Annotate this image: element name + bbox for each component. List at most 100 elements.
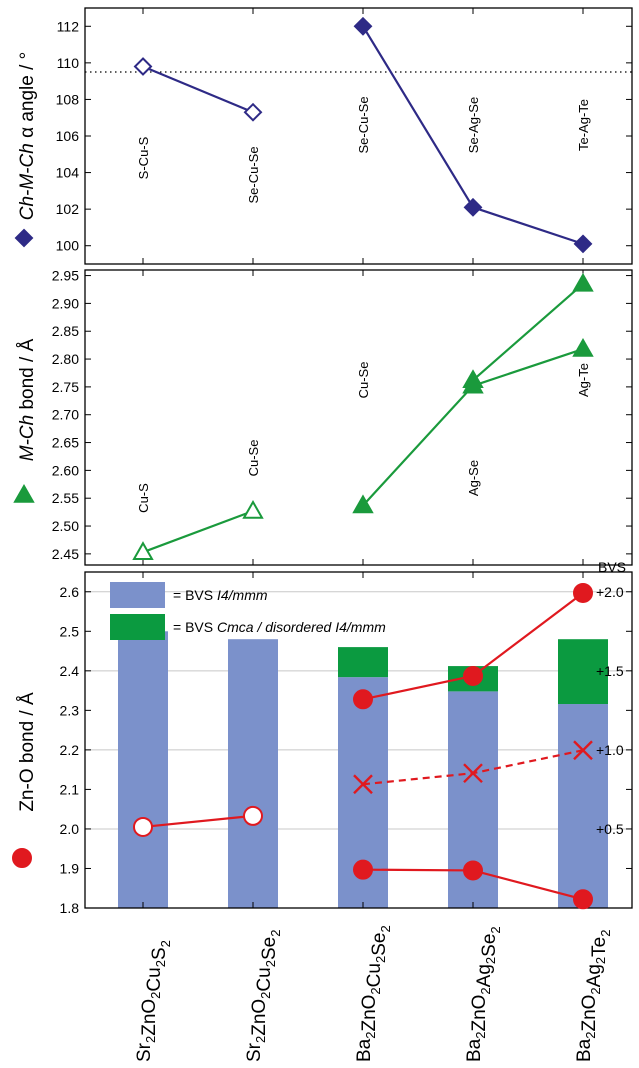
angle-ytick-label: 102 <box>56 201 80 217</box>
mch-ytick-label: 2.80 <box>52 351 79 367</box>
category-text: ZnO <box>469 995 490 1032</box>
zno-ytick-label: 2.2 <box>60 742 80 758</box>
angle-point-label: S-Cu-S <box>136 136 151 179</box>
legend-label: = BVS I4/mmm <box>173 587 268 603</box>
category-text: Se <box>259 937 280 960</box>
angle-ytick-label: 104 <box>56 165 80 181</box>
angle-axis-label: Ch-M-Ch α angle / ° <box>17 52 38 221</box>
circle-marker <box>463 860 483 881</box>
category-subscript: 2 <box>583 1032 598 1039</box>
category-text: Ba <box>354 1038 375 1062</box>
category-subscript: 2 <box>473 1032 488 1039</box>
category-text: ZnO <box>249 999 270 1036</box>
diamond-marker <box>573 234 593 254</box>
bvs-bar-i4mmm <box>228 639 278 908</box>
circle-marker <box>463 665 483 686</box>
zno-series-0-line <box>142 814 254 829</box>
category-subscript: 2 <box>268 930 283 937</box>
cross-marker <box>353 774 373 795</box>
legend-label-italic: I4/mmm <box>217 587 268 603</box>
mch-ytick-label: 2.50 <box>52 518 79 534</box>
zno-ytick-label: 1.8 <box>60 900 80 916</box>
bvs-bar-cmca <box>338 647 388 678</box>
mch-axis-label: M-Ch bond / Å <box>17 338 38 461</box>
mch-point-label: Cu-S <box>136 483 151 513</box>
category-label: Sr2ZnO2Cu2Se2 <box>244 930 283 1062</box>
category-text: Se <box>479 934 500 957</box>
circle-marker <box>12 848 32 868</box>
bvs-tick-label: +1.0 <box>596 742 624 758</box>
triangle-marker <box>572 272 594 292</box>
mch-series-0-line <box>142 509 254 554</box>
category-text: ZnO <box>359 995 380 1032</box>
cross-marker <box>573 740 593 761</box>
bvs-tick-label: +2.0 <box>596 584 624 600</box>
category-subscript: 2 <box>588 987 603 994</box>
zno-ytick-label: 2.1 <box>60 781 80 797</box>
circle-marker <box>353 859 373 880</box>
zno-ytick-label: 1.9 <box>60 860 80 876</box>
angle-ytick-label: 110 <box>57 55 80 71</box>
circle-marker <box>243 805 263 826</box>
zno-axis-label: Zn-O bond / Å <box>17 692 38 812</box>
mch-ytick-label: 2.60 <box>52 462 79 478</box>
circle-marker <box>573 582 593 603</box>
category-text: Sr <box>244 1042 265 1062</box>
bvs-tick-label: +0.5 <box>596 821 624 837</box>
axis-label-rest: angle / ° <box>17 52 38 127</box>
category-text: Ag <box>584 964 605 987</box>
angle-ytick-label: 106 <box>56 128 80 144</box>
bvs-axis-title: BVS <box>598 559 626 575</box>
mch-ytick-label: 2.90 <box>52 295 79 311</box>
zno-ytick-label: 2.6 <box>60 584 80 600</box>
triangle-marker <box>462 369 484 388</box>
category-subscript: 2 <box>368 987 383 994</box>
mch-frame <box>84 269 633 566</box>
category-text: ZnO <box>579 995 600 1032</box>
legend-swatch <box>110 582 165 608</box>
circle-marker <box>353 689 373 710</box>
zno-ytick-label: 2.3 <box>60 702 80 718</box>
category-text: Se <box>369 933 390 956</box>
diamond-marker <box>353 16 373 36</box>
triangle-marker <box>352 494 374 514</box>
diamond-marker <box>14 228 34 248</box>
category-subscript: 2 <box>593 957 608 964</box>
axis-label-rest: bond / Å <box>17 338 38 414</box>
category-text: Ag <box>474 964 495 987</box>
panel-zn-o-bond: 1.8 1.9 2.0 2.1 2.2 2.3 2.4 2.5 2.6 BVS +0.5 +1.0 +1… <box>12 559 633 916</box>
category-subscript: 2 <box>148 992 163 999</box>
angle-point-label: Se-Cu-Se <box>246 146 261 203</box>
zno-frame <box>84 571 633 909</box>
category-subscript: 2 <box>158 940 173 947</box>
bvs-tick-label: +1.5 <box>596 663 624 679</box>
legend-swatch <box>110 614 165 640</box>
category-subscript: 2 <box>258 992 273 999</box>
axis-label-italic: M-Ch <box>17 415 38 461</box>
triangle-marker <box>13 483 35 503</box>
angle-ytick-label: 108 <box>56 91 80 107</box>
category-text: Ba <box>574 1038 595 1062</box>
legend-label-prefix: = BVS <box>173 587 217 603</box>
mch-point-label: Cu-Se <box>246 440 261 477</box>
category-subscript: 2 <box>253 1036 268 1043</box>
category-subscript: 2 <box>483 957 498 964</box>
angle-series-0-line <box>142 65 254 114</box>
category-labels: Sr2ZnO2Cu2S2Sr2ZnO2Cu2Se2Ba2ZnO2Cu2Se2Ba… <box>134 925 613 1062</box>
category-subscript: 2 <box>488 926 503 933</box>
category-subscript: 2 <box>478 987 493 994</box>
legend-label-prefix: = BVS <box>173 619 217 635</box>
bvs-bar-i4mmm <box>558 704 608 908</box>
category-subscript: 2 <box>263 960 278 967</box>
circle-marker <box>573 889 593 910</box>
diamond-marker <box>133 57 153 76</box>
category-subscript: 2 <box>373 956 388 963</box>
axis-label-greek: α <box>17 127 38 143</box>
category-label: Ba2ZnO2Ag2Se2 <box>464 926 503 1062</box>
mch-ytick-label: 2.45 <box>52 546 79 562</box>
category-subscript: 2 <box>378 925 393 932</box>
mch-point-label: Ag-Se <box>466 460 481 496</box>
category-subscript: 2 <box>598 930 613 937</box>
angle-point-label: Se-Cu-Se <box>356 96 371 153</box>
triangle-marker <box>132 541 154 560</box>
